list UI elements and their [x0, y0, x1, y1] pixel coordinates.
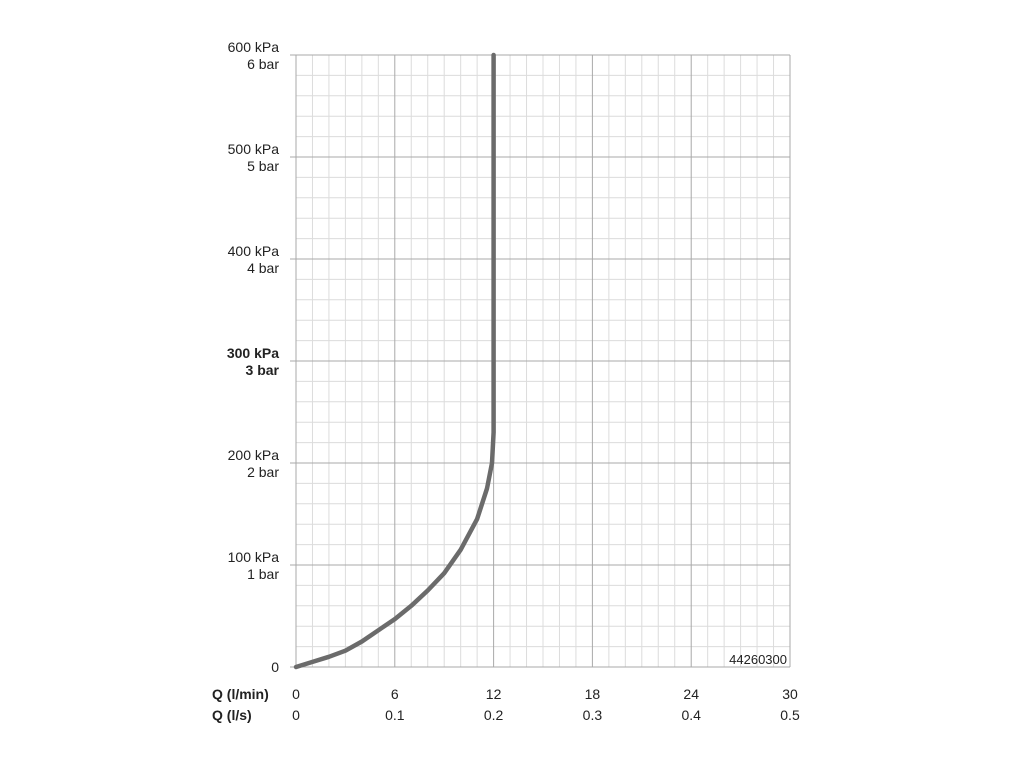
x-tick-label-lmin: 30	[782, 686, 798, 702]
y-tick-label-bar: 5 bar	[247, 158, 279, 174]
x-tick-label-lmin: 18	[585, 686, 601, 702]
x-tick-label-ls: 0.1	[385, 707, 405, 723]
x-tick-label-ls: 0.5	[780, 707, 800, 723]
x-tick-label-lmin: 24	[683, 686, 699, 702]
y-tick-label-bar: 2 bar	[247, 464, 279, 480]
x-tick-label-lmin: 6	[391, 686, 399, 702]
product-code-label: 44260300	[729, 652, 787, 667]
y-tick-label-bar: 1 bar	[247, 566, 279, 582]
y-tick-label-bar: 4 bar	[247, 260, 279, 276]
y-tick-label-kpa: 400 kPa	[228, 243, 280, 259]
curve-layer	[293, 52, 496, 670]
y-tick-label-kpa: 300 kPa	[227, 345, 279, 361]
y-tick-label-kpa: 600 kPa	[228, 39, 280, 55]
y-tick-label-bar: 6 bar	[247, 56, 279, 72]
x-tick-label-ls: 0.3	[583, 707, 603, 723]
y-tick-label-kpa: 500 kPa	[228, 141, 280, 157]
series-line-0	[293, 52, 496, 670]
x-axis-title-lmin: Q (l/min)	[212, 686, 269, 702]
x-tick-label-ls: 0	[292, 707, 300, 723]
major-grid	[290, 54, 791, 668]
x-axis-labels: Q (l/min) Q (l/s) 0 0 6 0.1 12 0.2 18 0.3 24 0.4 30 0…	[212, 686, 800, 723]
y-tick-label-kpa: 200 kPa	[228, 447, 280, 463]
y-tick-label: 0	[271, 659, 279, 675]
x-tick-label-ls: 0.2	[484, 707, 504, 723]
x-tick-label-lmin: 12	[486, 686, 502, 702]
x-tick-label-ls: 0.4	[681, 707, 701, 723]
x-axis-title-ls: Q (l/s)	[212, 707, 252, 723]
x-tick-label-lmin: 0	[292, 686, 300, 702]
y-tick-label-bar: 3 bar	[246, 362, 280, 378]
y-tick-label-kpa: 100 kPa	[228, 549, 280, 565]
